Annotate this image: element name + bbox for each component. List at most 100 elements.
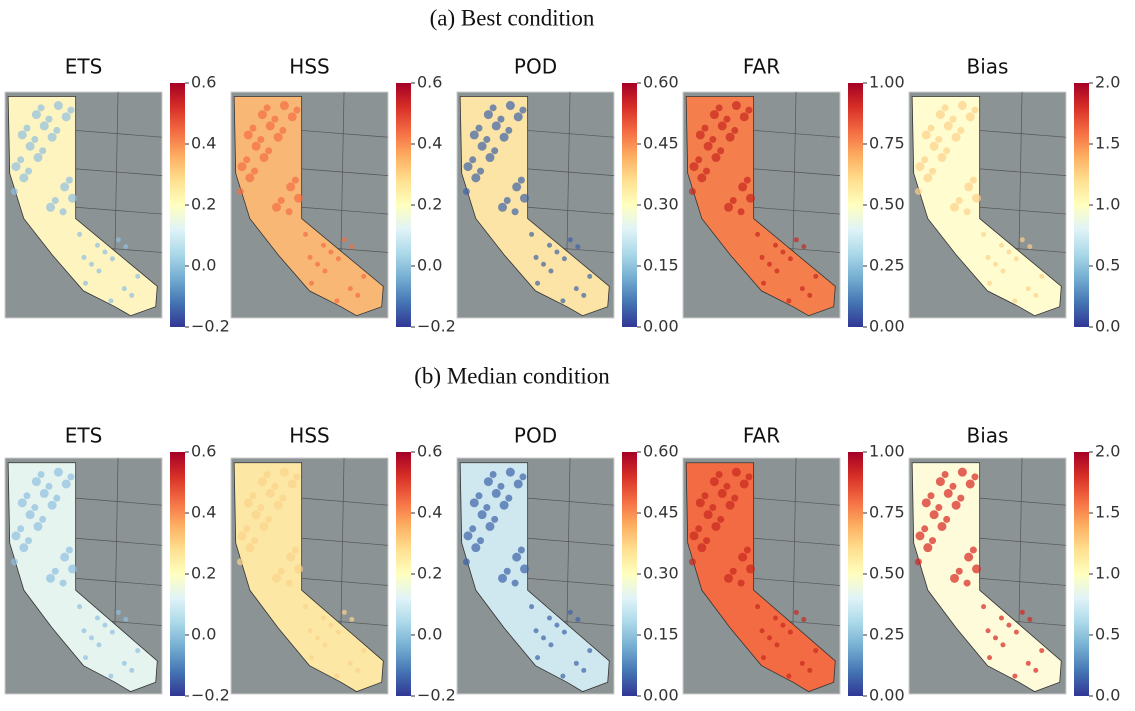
map-speckle [77, 231, 83, 237]
map-speckle [761, 655, 767, 661]
map-speckle [505, 101, 515, 111]
map-speckle [272, 202, 282, 212]
map-speckle [469, 525, 477, 533]
tick-label: 1.0 [1095, 195, 1120, 214]
state-border [753, 130, 841, 138]
map-speckle [923, 173, 933, 183]
map-speckle [293, 106, 301, 114]
map-speckle [23, 492, 31, 500]
map-speckle [575, 244, 581, 250]
map-speckle [491, 147, 499, 155]
map-speckle [257, 110, 267, 120]
tick-label: 0.45 [643, 134, 679, 153]
tick-label: 2.0 [1095, 442, 1120, 461]
map-speckle [294, 564, 304, 574]
panel-title: HSS [289, 55, 329, 79]
map-speckle [927, 492, 935, 500]
map-speckle [17, 498, 27, 508]
map-speckle [513, 479, 523, 489]
map-speckle [115, 237, 121, 243]
map-speckle [701, 492, 709, 500]
panel-title: Bias [967, 55, 1009, 79]
map-speckle [512, 182, 522, 192]
state-border [301, 206, 389, 215]
map-speckle [807, 667, 813, 673]
colorbar [848, 452, 863, 696]
map-speckle [929, 141, 939, 151]
map-speckle [505, 126, 513, 134]
map-speckle [701, 124, 709, 132]
tick-label: 0.75 [869, 134, 905, 153]
map-speckle [915, 162, 925, 172]
map-speckle [937, 521, 947, 531]
state-border [301, 168, 389, 176]
map-speckle [729, 196, 737, 204]
map-speckle [725, 132, 735, 142]
map-speckle [1006, 249, 1012, 255]
map-speckle [59, 579, 67, 587]
tick-label: 0.5 [1095, 625, 1120, 644]
colorbar [396, 83, 411, 327]
map-speckle [257, 477, 267, 487]
state-border [527, 497, 615, 506]
colorbar [170, 452, 185, 696]
map-speckle [328, 622, 334, 628]
tick-label: 0.00 [643, 686, 679, 705]
map-speckle [263, 471, 271, 479]
map-speckle [237, 162, 247, 172]
map-speckle [243, 498, 253, 508]
map-speckle [19, 543, 29, 553]
map-speckle [355, 292, 361, 298]
tick-label: 0.75 [869, 503, 905, 522]
map-speckle [581, 292, 587, 298]
map-speckle [471, 173, 481, 183]
map-speckle [265, 121, 275, 131]
map-speckle [315, 635, 321, 641]
map-speckle [541, 261, 547, 267]
map-speckle [361, 648, 367, 654]
map-speckle [361, 273, 367, 279]
map-speckle [249, 124, 257, 132]
map-speckle [717, 488, 727, 498]
state-border [1018, 457, 1023, 628]
map-speckle [511, 579, 519, 587]
tick-label: 0.2 [191, 564, 216, 583]
map-speckle [759, 254, 765, 260]
map-speckle [115, 609, 121, 615]
map-speckle [969, 176, 977, 184]
panel-title: POD [514, 424, 557, 448]
tick-label: 0.60 [643, 73, 679, 92]
map-speckle [689, 162, 699, 172]
state-border [527, 537, 615, 546]
map-speckle [505, 467, 515, 477]
map-speckle [1039, 648, 1045, 654]
map-speckle [711, 153, 721, 163]
map-speckle [715, 104, 723, 112]
map-speckle [546, 242, 552, 248]
tick-label: 0.0 [191, 256, 216, 275]
state-border [75, 537, 163, 546]
map-speckle [923, 543, 933, 553]
map-speckle [963, 208, 971, 216]
map-speckle [799, 286, 805, 292]
map-speckle [277, 567, 285, 575]
map-speckle [935, 135, 943, 143]
map-speckle [971, 473, 979, 481]
tick-label: 1.5 [1095, 503, 1120, 522]
map-speckle [39, 515, 47, 523]
map-speckle [561, 256, 567, 262]
tick-label: 0.50 [869, 564, 905, 583]
map-speckle [746, 564, 756, 574]
map-speckle [243, 525, 251, 533]
map-speckle [109, 629, 115, 635]
map-speckle [697, 543, 707, 553]
colorbar [1074, 452, 1089, 696]
map-speckle [45, 482, 53, 490]
map-speckle [245, 543, 255, 553]
map-speckle [347, 660, 353, 666]
state-border [979, 537, 1067, 546]
map-speckle [587, 273, 593, 279]
map-speckle [477, 141, 487, 151]
state-border [753, 497, 841, 506]
map-speckle [341, 609, 347, 615]
